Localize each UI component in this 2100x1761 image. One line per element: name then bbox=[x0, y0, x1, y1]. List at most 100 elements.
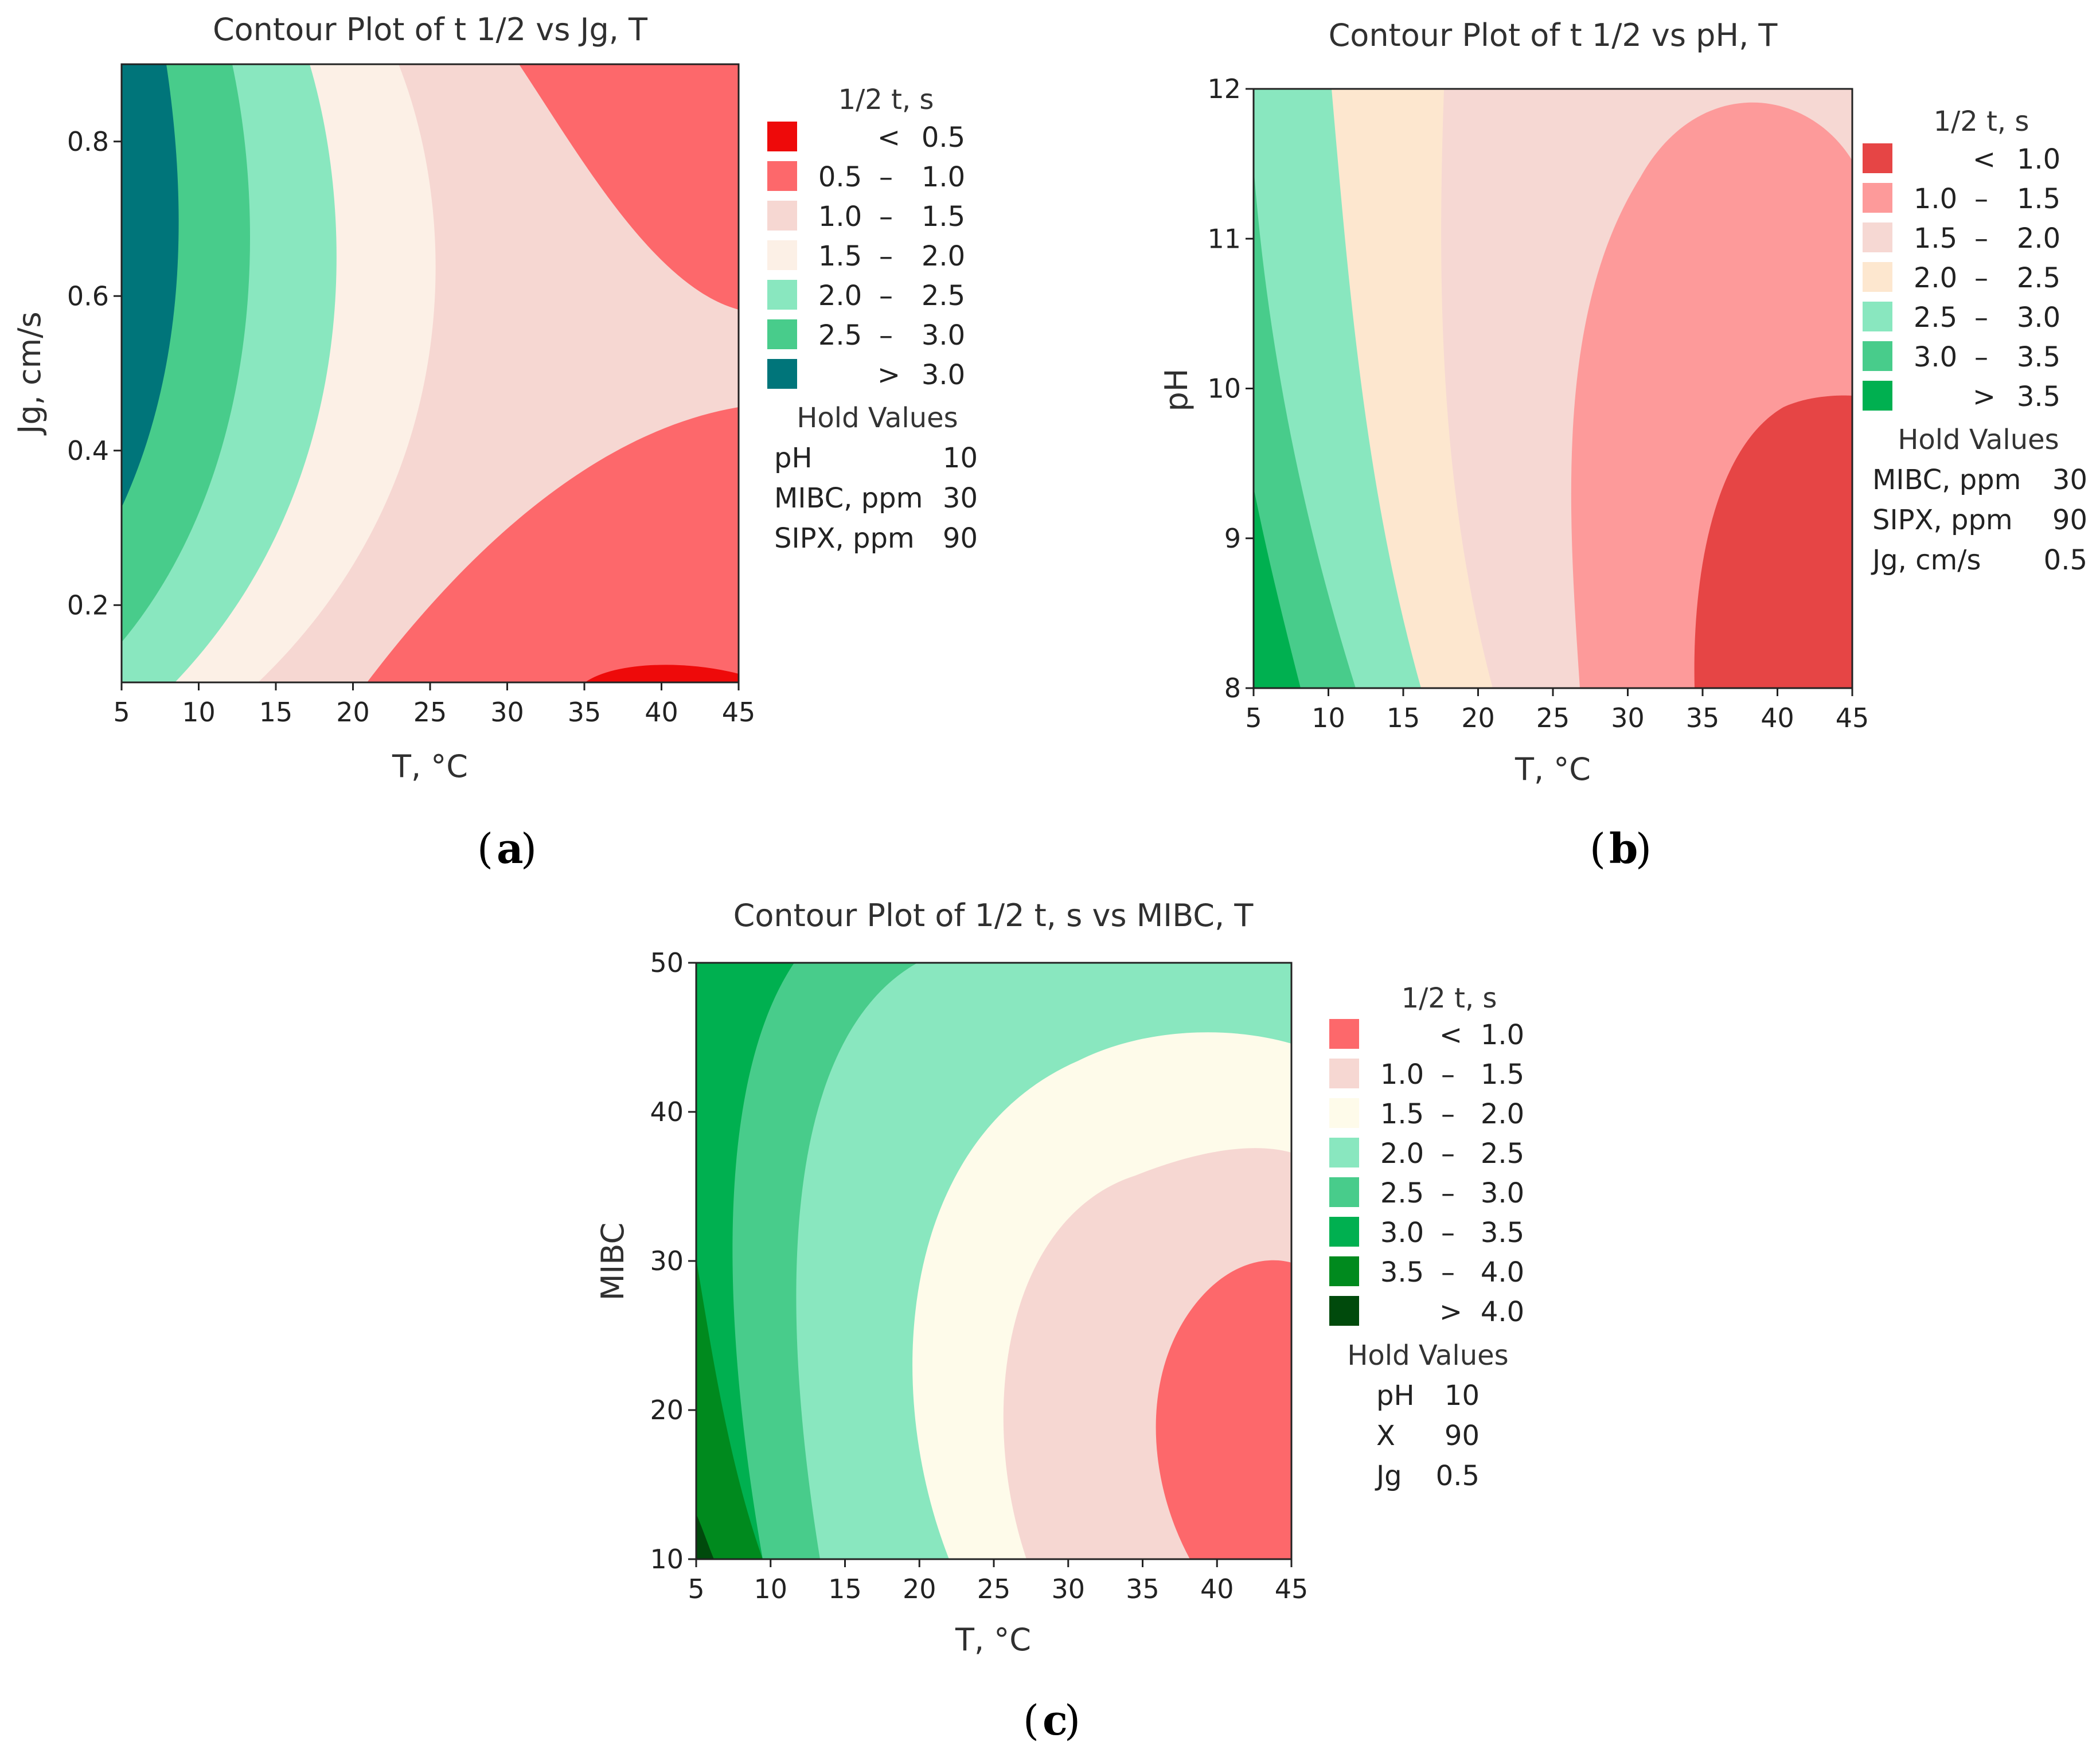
caption-c: ( c ) bbox=[1023, 1696, 1080, 1744]
b-xtick: 20 bbox=[1461, 702, 1495, 733]
a-ytick: 0.4 bbox=[67, 435, 109, 466]
c-legend-row: >4.0 bbox=[1329, 1296, 1524, 1328]
svg-text:2.5: 2.5 bbox=[922, 280, 965, 312]
svg-text:1.5: 1.5 bbox=[1914, 222, 1957, 255]
panel-c-y-axis: 10 20 30 40 50 bbox=[650, 947, 696, 1575]
c-legend-row: 2.5–3.0 bbox=[1329, 1177, 1524, 1209]
a-legend-row: 1.5–2.0 bbox=[767, 240, 965, 272]
b-legend-row: 1.5–2.0 bbox=[1863, 222, 2060, 255]
svg-text:SIPX, ppm: SIPX, ppm bbox=[1872, 504, 2013, 536]
b-xtick: 10 bbox=[1311, 702, 1345, 733]
panel-c-title: Contour Plot of 1/2 t, s vs MIBC, T bbox=[733, 897, 1254, 934]
panel-a-xlabel: T, °C bbox=[392, 748, 468, 784]
b-xtick: 40 bbox=[1761, 702, 1794, 733]
panel-a-x-axis: 5 10 15 20 25 30 35 40 45 bbox=[113, 682, 755, 728]
svg-text:(: ( bbox=[1590, 825, 1606, 873]
a-hold-row: SIPX, ppm 90 bbox=[774, 522, 978, 555]
svg-text:–: – bbox=[1974, 341, 1988, 373]
svg-text:–: – bbox=[879, 280, 893, 312]
c-xtick: 25 bbox=[977, 1573, 1011, 1604]
svg-text:1.0: 1.0 bbox=[922, 161, 965, 193]
svg-text:3.0: 3.0 bbox=[922, 319, 965, 352]
svg-text:–: – bbox=[1441, 1217, 1455, 1249]
c-ytick: 50 bbox=[650, 947, 684, 978]
svg-text:(: ( bbox=[477, 825, 493, 873]
svg-text:4.0: 4.0 bbox=[1481, 1296, 1524, 1328]
svg-text:1.0: 1.0 bbox=[2017, 143, 2060, 175]
svg-text:MIBC, ppm: MIBC, ppm bbox=[1872, 464, 2021, 496]
b-xtick: 30 bbox=[1611, 702, 1645, 733]
panel-a-legend: 1/2 t, s <0.5 0.5–1.0 1.0–1.5 1.5–2.0 2.… bbox=[767, 84, 978, 555]
svg-text:pH: pH bbox=[1376, 1380, 1415, 1412]
b-ytick: 9 bbox=[1224, 523, 1241, 554]
b-legend-row: <1.0 bbox=[1863, 143, 2060, 175]
panel-b-title: Contour Plot of t 1/2 vs pH, T bbox=[1329, 17, 1778, 53]
svg-text:): ) bbox=[521, 825, 537, 873]
b-legend-title: 1/2 t, s bbox=[1934, 106, 2029, 138]
svg-text:>: > bbox=[877, 359, 900, 391]
svg-text:2.0: 2.0 bbox=[2017, 222, 2060, 255]
c-hold-title: Hold Values bbox=[1347, 1340, 1508, 1372]
svg-text:2.5: 2.5 bbox=[1481, 1138, 1524, 1170]
svg-text:–: – bbox=[1441, 1256, 1455, 1288]
panel-a-title: Contour Plot of t 1/2 vs Jg, T bbox=[213, 11, 648, 48]
panel-b-legend: 1/2 t, s <1.0 1.0–1.5 1.5–2.0 2.0–2.5 2.… bbox=[1863, 106, 2087, 576]
svg-text:2.0: 2.0 bbox=[1914, 262, 1957, 294]
b-band-6 bbox=[1254, 487, 1301, 688]
c-band-3 bbox=[1156, 1260, 1291, 1559]
svg-text:30: 30 bbox=[2052, 464, 2087, 496]
panel-a: Contour Plot of t 1/2 vs Jg, T 5 10 15 2… bbox=[11, 11, 978, 873]
svg-text:3.5: 3.5 bbox=[2017, 341, 2060, 373]
svg-text:1.0: 1.0 bbox=[1914, 183, 1957, 215]
panel-c-x-axis: 5 10 15 20 25 30 35 40 45 bbox=[688, 1559, 1308, 1604]
c-ytick: 40 bbox=[650, 1096, 684, 1127]
b-xtick: 45 bbox=[1836, 702, 1869, 733]
svg-text:MIBC, ppm: MIBC, ppm bbox=[774, 482, 923, 514]
b-hold-row: SIPX, ppm 90 bbox=[1872, 504, 2087, 536]
a-xtick: 5 bbox=[113, 697, 130, 728]
c-xtick: 10 bbox=[754, 1573, 787, 1604]
b-legend-row: 2.5–3.0 bbox=[1863, 302, 2060, 334]
c-hold-row: Jg 0.5 bbox=[1375, 1460, 1480, 1492]
a-xtick: 15 bbox=[259, 697, 293, 728]
svg-text:–: – bbox=[1974, 302, 1988, 334]
svg-text:2.0: 2.0 bbox=[922, 240, 965, 272]
panel-a-contours bbox=[122, 64, 739, 682]
c-ytick: 20 bbox=[650, 1395, 684, 1426]
c-xtick: 30 bbox=[1051, 1573, 1085, 1604]
panel-c: Contour Plot of 1/2 t, s vs MIBC, T 5 10… bbox=[595, 897, 1524, 1744]
a-ytick: 0.6 bbox=[67, 280, 109, 311]
c-xtick: 35 bbox=[1126, 1573, 1160, 1604]
a-xtick: 45 bbox=[722, 697, 756, 728]
a-ytick: 0.8 bbox=[67, 126, 109, 157]
c-legend-row: 1.0–1.5 bbox=[1329, 1059, 1524, 1091]
caption-b: ( b ) bbox=[1590, 824, 1652, 873]
a-hold-row: MIBC, ppm 30 bbox=[774, 482, 978, 514]
a-legend-title: 1/2 t, s bbox=[838, 84, 934, 116]
svg-text:<: < bbox=[1973, 143, 1996, 175]
svg-text:1.5: 1.5 bbox=[1380, 1098, 1424, 1130]
svg-text:–: – bbox=[1974, 183, 1988, 215]
panel-b-y-axis: 8 9 10 11 12 bbox=[1207, 73, 1254, 704]
b-xtick: 25 bbox=[1536, 702, 1570, 733]
c-ytick: 30 bbox=[650, 1245, 684, 1276]
c-legend-title: 1/2 t, s bbox=[1402, 982, 1497, 1014]
a-legend-row: 1.0–1.5 bbox=[767, 201, 965, 233]
svg-text:1.0: 1.0 bbox=[1380, 1059, 1424, 1091]
c-legend-row: 3.0–3.5 bbox=[1329, 1217, 1524, 1249]
panel-a-ylabel: Jg, cm/s bbox=[11, 311, 48, 435]
svg-text:>: > bbox=[1973, 381, 1996, 413]
svg-text:4.0: 4.0 bbox=[1481, 1256, 1524, 1288]
c-legend-row: 3.5–4.0 bbox=[1329, 1256, 1524, 1288]
panel-b-xlabel: T, °C bbox=[1515, 751, 1591, 787]
svg-text:X: X bbox=[1376, 1420, 1395, 1452]
c-xtick: 45 bbox=[1275, 1573, 1309, 1604]
svg-text:2.0: 2.0 bbox=[1481, 1098, 1524, 1130]
svg-text:10: 10 bbox=[943, 442, 978, 474]
svg-text:1.0: 1.0 bbox=[1481, 1019, 1524, 1051]
svg-text:): ) bbox=[1064, 1696, 1080, 1744]
c-band-4 bbox=[696, 963, 918, 1559]
c-legend-row: 1.5–2.0 bbox=[1329, 1098, 1524, 1130]
svg-text:–: – bbox=[1974, 222, 1988, 255]
a-xtick: 25 bbox=[413, 697, 447, 728]
